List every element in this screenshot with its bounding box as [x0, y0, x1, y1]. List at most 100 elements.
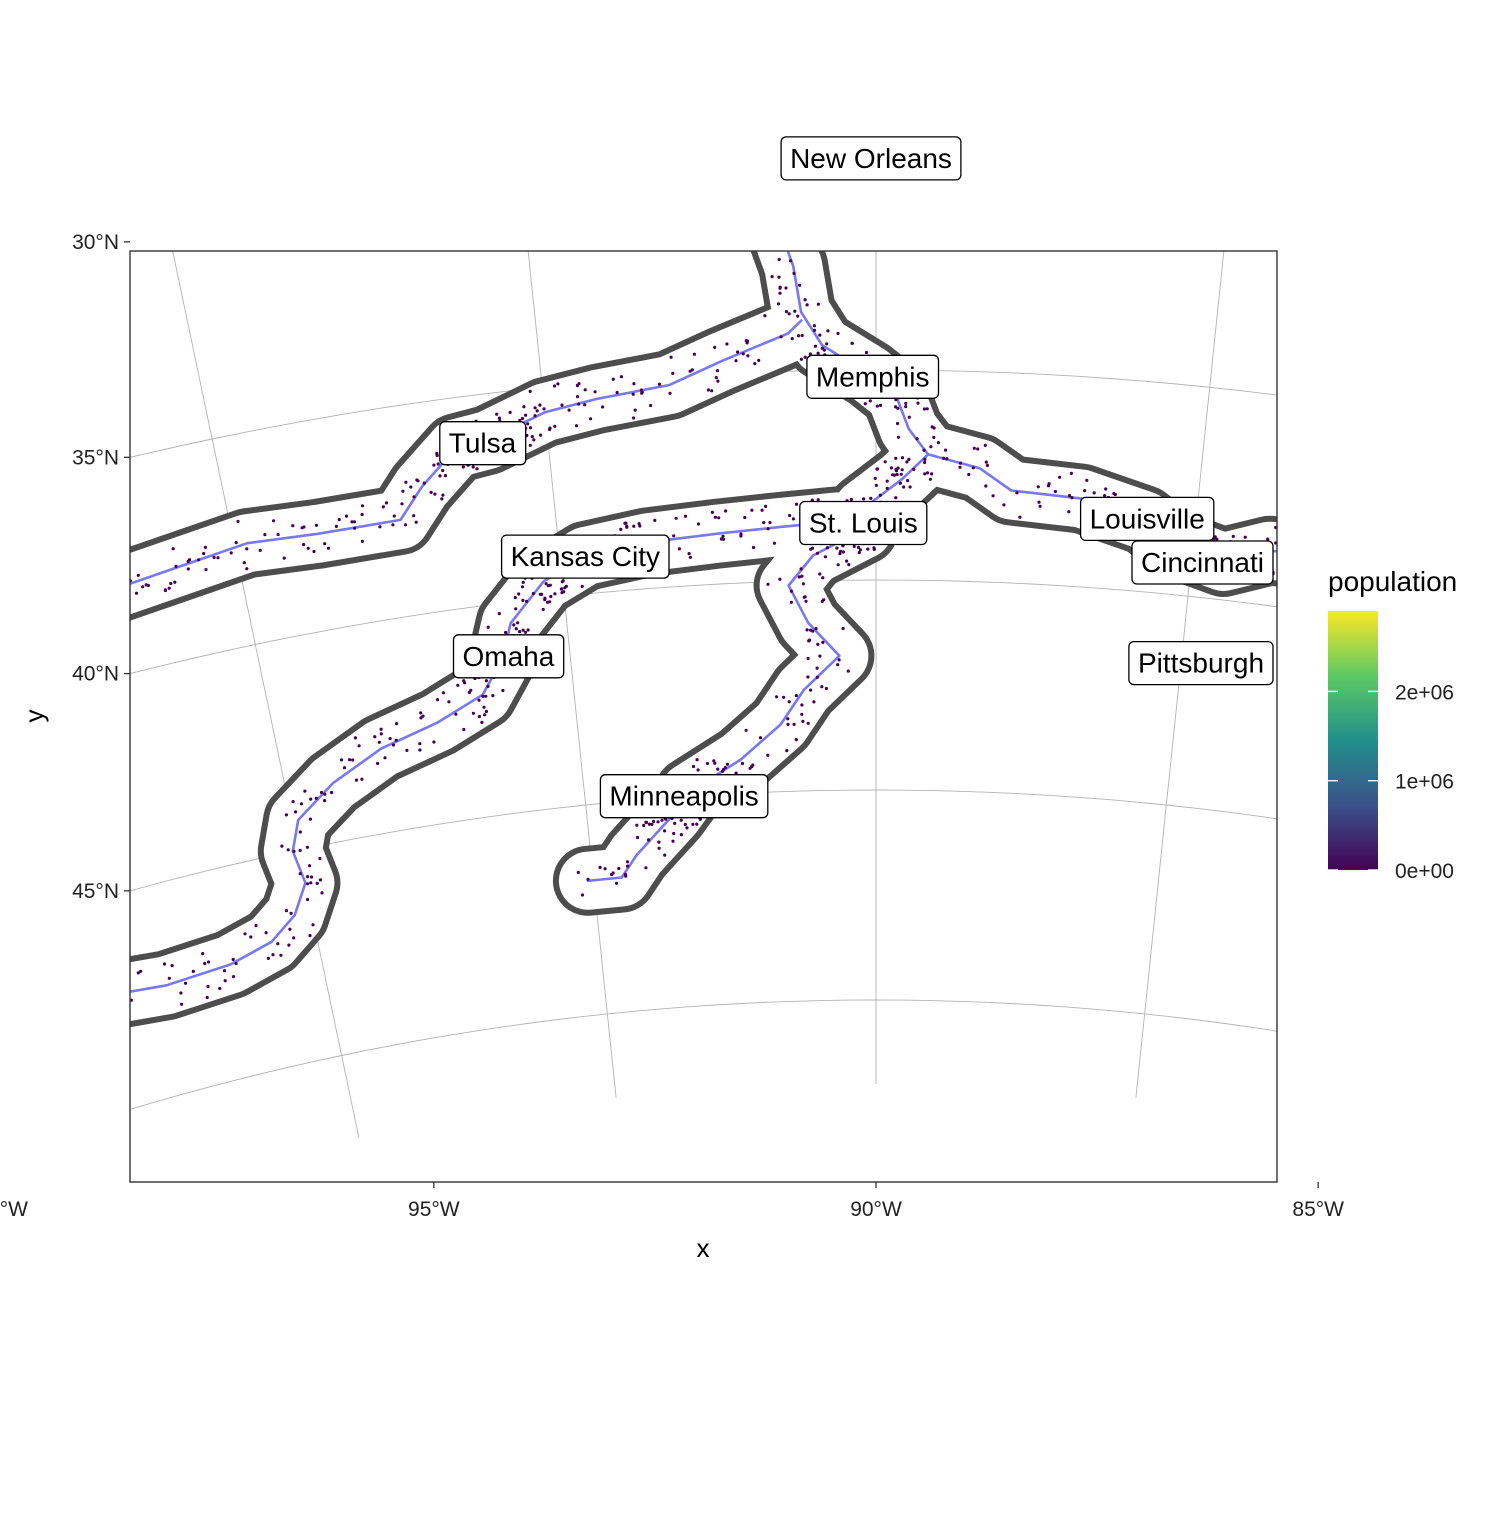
population-point	[803, 596, 806, 599]
y-tick-label: 30°N	[72, 231, 119, 254]
population-point	[895, 126, 898, 129]
population-point	[1483, 672, 1486, 675]
population-point	[351, 758, 354, 761]
population-point	[901, 468, 904, 471]
population-point	[635, 824, 638, 827]
population-point	[327, 547, 330, 550]
population-point	[901, 456, 904, 459]
population-point	[355, 779, 358, 782]
population-point	[866, 548, 869, 551]
population-point	[435, 452, 438, 455]
population-point	[187, 567, 190, 570]
population-point	[526, 422, 529, 425]
population-point	[285, 813, 288, 816]
population-point	[792, 272, 795, 275]
population-point	[534, 406, 537, 409]
population-point	[309, 881, 312, 884]
population-point	[254, 924, 257, 927]
population-point	[626, 865, 629, 868]
population-point	[716, 768, 719, 771]
population-point	[180, 1003, 183, 1006]
city-label-text: Kansas City	[511, 541, 660, 572]
population-point	[485, 710, 488, 713]
population-point	[245, 567, 248, 570]
population-point	[285, 909, 288, 912]
population-point	[763, 197, 766, 200]
population-point	[4, 616, 7, 619]
population-point	[306, 875, 309, 878]
population-point	[624, 873, 627, 876]
population-point	[203, 962, 206, 965]
population-point	[378, 741, 381, 744]
population-point	[780, 335, 783, 338]
population-point	[115, 574, 118, 577]
population-point	[721, 535, 724, 538]
population-point	[1280, 535, 1283, 538]
population-point	[380, 732, 383, 735]
population-point	[1433, 610, 1436, 613]
population-point	[842, 550, 845, 553]
population-point	[916, 437, 919, 440]
population-point	[27, 998, 30, 1001]
population-point	[632, 382, 635, 385]
population-point	[912, 468, 915, 471]
population-point	[1451, 631, 1454, 634]
population-point	[1408, 619, 1411, 622]
population-point	[309, 798, 312, 801]
population-point	[441, 469, 444, 472]
population-point	[299, 872, 302, 875]
population-point	[886, 487, 889, 490]
population-point	[361, 513, 364, 516]
city-label-text: St. Louis	[809, 508, 918, 539]
population-point	[139, 970, 142, 973]
population-point	[576, 395, 579, 398]
population-point	[1353, 551, 1356, 554]
population-point	[795, 738, 798, 741]
population-point	[584, 388, 587, 391]
population-point	[625, 526, 628, 529]
population-point	[197, 558, 200, 561]
population-point	[441, 494, 444, 497]
population-point	[1451, 630, 1454, 633]
population-point	[1475, 665, 1478, 668]
population-point	[804, 600, 807, 603]
population-point	[0, 624, 3, 627]
population-point	[16, 609, 19, 612]
population-point	[757, 359, 760, 362]
population-point	[389, 737, 392, 740]
population-point	[287, 848, 290, 851]
population-point	[515, 627, 518, 630]
population-point	[802, 582, 805, 585]
population-point	[391, 523, 394, 526]
population-point	[1425, 644, 1428, 647]
population-point	[395, 722, 398, 725]
population-point	[766, 583, 769, 586]
population-point	[1490, 657, 1493, 660]
population-point	[894, 457, 897, 460]
population-point	[985, 461, 988, 464]
population-point	[28, 1022, 31, 1025]
population-point	[576, 384, 579, 387]
population-point	[792, 517, 795, 520]
population-point	[542, 407, 545, 410]
population-point	[1451, 639, 1454, 642]
city-label: Tulsa	[440, 422, 526, 465]
population-point	[416, 479, 419, 482]
city-label: Omaha	[454, 635, 564, 678]
population-point	[124, 972, 127, 975]
population-point	[187, 560, 190, 563]
population-point	[561, 580, 564, 583]
population-point	[1487, 658, 1490, 661]
population-point	[345, 515, 348, 518]
population-point	[1455, 636, 1458, 639]
population-point	[836, 332, 839, 335]
population-point	[405, 749, 408, 752]
population-point	[216, 556, 219, 559]
population-point	[1313, 555, 1316, 558]
population-point	[271, 953, 274, 956]
population-point	[430, 491, 433, 494]
population-point	[1018, 516, 1021, 519]
population-point	[644, 821, 647, 824]
population-point	[1480, 665, 1483, 668]
